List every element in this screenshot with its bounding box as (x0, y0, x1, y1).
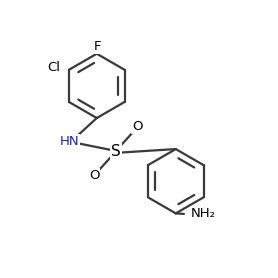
Text: Cl: Cl (47, 61, 60, 74)
Text: NH₂: NH₂ (191, 207, 216, 220)
Text: O: O (89, 169, 99, 182)
Text: HN: HN (60, 135, 79, 148)
Text: O: O (132, 120, 143, 133)
Text: F: F (94, 39, 101, 53)
Text: S: S (111, 144, 121, 159)
